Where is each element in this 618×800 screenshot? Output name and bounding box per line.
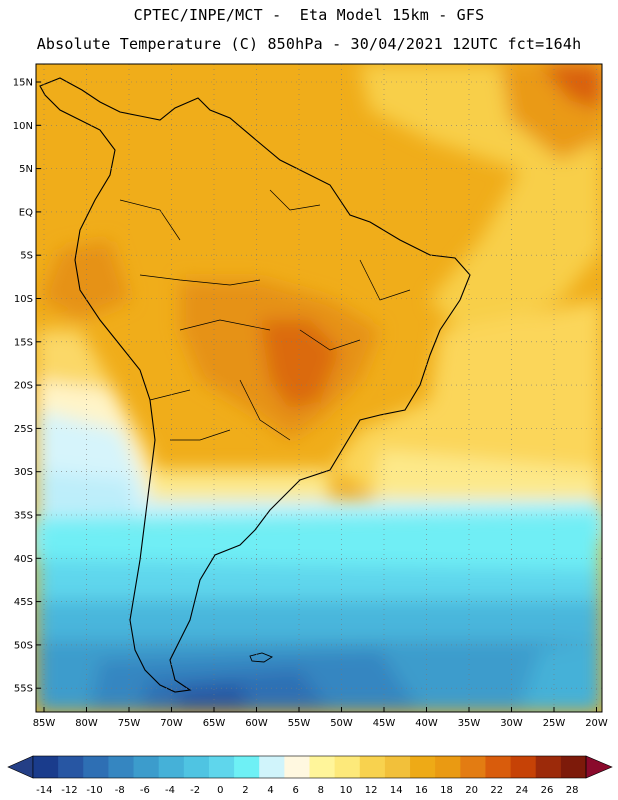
lat-label: 40S	[14, 554, 33, 565]
lat-label: 55S	[14, 684, 33, 695]
latitude-axis: 15N 10N 5N EQ 5S 10S 15S 20S 25S 30S 35S 40S 45S 50S 5…	[13, 78, 41, 695]
colorbar-label: 24	[516, 785, 529, 796]
colorbar-swatch	[535, 756, 562, 778]
colorbar-label: -14	[36, 785, 52, 796]
colorbar-label: 22	[490, 785, 503, 796]
lon-label: 80W	[75, 718, 98, 729]
colorbar-label: 2	[242, 785, 248, 796]
lon-label: 65W	[203, 718, 226, 729]
colorbar-above-arrow	[585, 755, 613, 779]
falklands-outline	[249, 652, 273, 663]
lon-label: 60W	[245, 718, 268, 729]
colorbar-swatch	[384, 756, 411, 778]
lat-label: 10S	[14, 294, 33, 305]
lat-label: 30S	[14, 467, 33, 478]
country-borders	[119, 189, 411, 441]
lon-label: 55W	[288, 718, 311, 729]
colorbar-swatch	[133, 756, 160, 778]
colorbar-swatch	[560, 756, 587, 778]
lon-label: 70W	[160, 718, 183, 729]
lon-label: 35W	[458, 718, 481, 729]
lat-label: 5S	[20, 251, 33, 262]
colorbar-label: -8	[115, 785, 125, 796]
lat-label: 10N	[13, 121, 33, 132]
lat-label: EQ	[19, 207, 33, 218]
colorbar-label: -12	[61, 785, 77, 796]
colorbar-swatch	[359, 756, 386, 778]
lon-label: 45W	[373, 718, 396, 729]
colorbar-swatch	[234, 756, 260, 778]
colorbar-label: 18	[440, 785, 453, 796]
longitude-axis: 85W 80W 75W 70W 65W 60W 55W 50W 45W 40W 35W 30W 25W 2…	[33, 707, 608, 729]
lat-label: 20S	[14, 381, 33, 392]
colorbar-label: 14	[390, 785, 403, 796]
lat-label: 50S	[14, 640, 33, 651]
chart-title-model: CPTEC/INPE/MCT - Eta Model 15km - GFS	[133, 6, 485, 24]
colorbar-swatch	[158, 756, 185, 778]
colorbar-label: 16	[415, 785, 428, 796]
colorbar-swatch	[259, 756, 285, 778]
continent-outline	[39, 77, 471, 693]
colorbar: -14 -12 -10 -8 -6 -4 -2 0 2 4 6 8 10 12 14 16 18 20 22 24 26…	[7, 755, 613, 796]
lon-label: 50W	[330, 718, 353, 729]
lat-label: 45S	[14, 597, 33, 608]
lat-label: 15N	[13, 78, 33, 89]
temperature-field	[36, 64, 602, 712]
colorbar-swatch	[485, 756, 511, 778]
colorbar-label: -10	[86, 785, 102, 796]
colorbar-below-arrow	[7, 755, 34, 779]
lon-label: 25W	[543, 718, 566, 729]
colorbar-swatch	[309, 756, 336, 778]
chart-title-variable: Absolute Temperature (C) 850hPa - 30/04/…	[36, 35, 582, 53]
lat-label: 35S	[14, 511, 33, 522]
lon-label: 30W	[500, 718, 523, 729]
colorbar-swatch	[208, 756, 235, 778]
colorbar-label: -2	[190, 785, 200, 796]
colorbar-swatch	[83, 756, 109, 778]
colorbar-swatch	[460, 756, 486, 778]
colorbar-label: 28	[566, 785, 579, 796]
lon-label: 20W	[585, 718, 608, 729]
colorbar-label: -4	[165, 785, 175, 796]
lon-label: 85W	[33, 718, 56, 729]
map-frame	[35, 63, 603, 713]
colorbar-label: -6	[140, 785, 150, 796]
colorbar-swatch	[108, 756, 134, 778]
colorbar-swatch	[410, 756, 436, 778]
lon-label: 40W	[415, 718, 438, 729]
colorbar-swatch	[183, 756, 210, 778]
lat-label: 25S	[14, 424, 33, 435]
colorbar-swatch	[334, 756, 361, 778]
lon-label: 75W	[118, 718, 141, 729]
colorbar-label: 4	[267, 785, 273, 796]
colorbar-swatch	[510, 756, 537, 778]
colorbar-swatch	[58, 756, 84, 778]
colorbar-swatch	[284, 756, 310, 778]
colorbar-label: 6	[292, 785, 298, 796]
colorbar-label: 10	[340, 785, 353, 796]
lat-lon-grid	[36, 64, 602, 712]
colorbar-label: 20	[465, 785, 478, 796]
colorbar-label: 12	[365, 785, 378, 796]
colorbar-frame	[32, 755, 587, 779]
colorbar-label: 0	[217, 785, 223, 796]
colorbar-swatch	[435, 756, 461, 778]
lat-label: 5N	[19, 164, 33, 175]
colorbar-label: 26	[541, 785, 554, 796]
lat-label: 15S	[14, 337, 33, 348]
colorbar-swatch	[33, 756, 59, 778]
colorbar-label: 8	[318, 785, 324, 796]
